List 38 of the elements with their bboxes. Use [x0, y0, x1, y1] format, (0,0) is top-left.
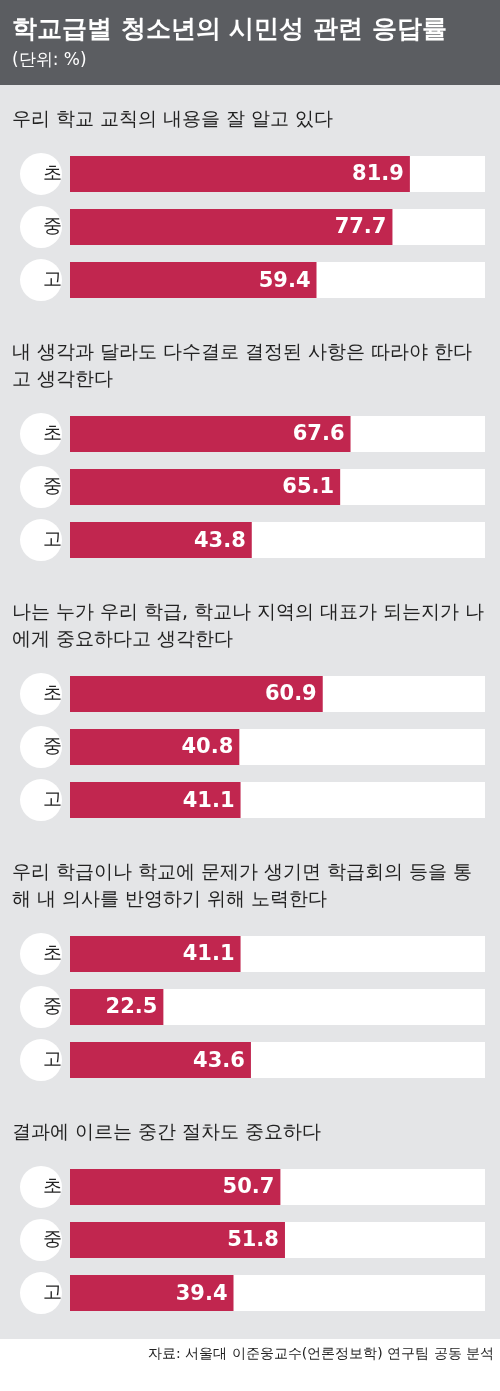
y-tick-label: 고	[43, 787, 62, 809]
data-label: 41.1	[182, 787, 235, 812]
y-tick-label: 초	[43, 160, 62, 183]
y-tick-label: 중	[43, 213, 62, 236]
chart-title: 내 생각과 달라도 다수결로 결정된 사항은 따라야 한다고 생각한다	[11, 339, 474, 391]
y-tick-label: 초	[43, 940, 62, 963]
data-label: 50.7	[222, 1174, 275, 1199]
chart-title: 나는 누가 우리 학급, 학교나 지역의 대표가 되는지가 나에게 중요하다고 생각한다	[11, 599, 486, 651]
data-label: 67.6	[292, 421, 345, 446]
text: (단위: %)	[12, 48, 88, 71]
text: 학교급별 청소년의 시민성 관련 응답률	[12, 13, 448, 45]
y-tick-label: 초	[43, 680, 62, 703]
text: 자료: 서울대 이준웅교수(언론정보학) 연구팀 공동 분석	[0, 1339, 500, 1369]
data-label: 65.1	[282, 474, 335, 499]
data-label: 39.4	[175, 1280, 228, 1305]
chart-title: 우리 학급이나 학교에 문제가 생기면 학급회의 등을 통해 내 의사를 반영하기 위해 노력한다	[11, 859, 474, 911]
data-label: 43.8	[193, 527, 246, 552]
y-tick-label: 중	[43, 993, 62, 1016]
y-tick-label: 중	[43, 473, 62, 496]
data-label: 51.8	[227, 1227, 279, 1252]
data-label: 81.9	[352, 161, 404, 186]
data-label: 43.6	[193, 1047, 245, 1072]
y-tick-label: 고	[43, 267, 62, 289]
y-tick-label: 중	[43, 733, 62, 756]
data-label: 41.1	[182, 941, 235, 966]
data-label: 40.8	[181, 734, 234, 759]
chart-title: 우리 학교 교칙의 내용을 잘 알고 있다	[11, 106, 335, 131]
data-label: 77.7	[334, 214, 387, 239]
data-label: 60.9	[264, 681, 317, 706]
y-tick-label: 고	[43, 527, 62, 549]
y-tick-label: 고	[43, 1047, 62, 1069]
y-tick-label: 초	[43, 420, 62, 443]
y-tick-label: 초	[43, 1173, 62, 1196]
y-tick-label: 중	[43, 1226, 62, 1249]
data-label: 59.4	[258, 267, 311, 292]
chart-title: 결과에 이르는 중간 절차도 중요하다	[11, 1119, 323, 1144]
y-tick-label: 고	[43, 1280, 62, 1302]
data-label: 22.5	[105, 994, 158, 1019]
